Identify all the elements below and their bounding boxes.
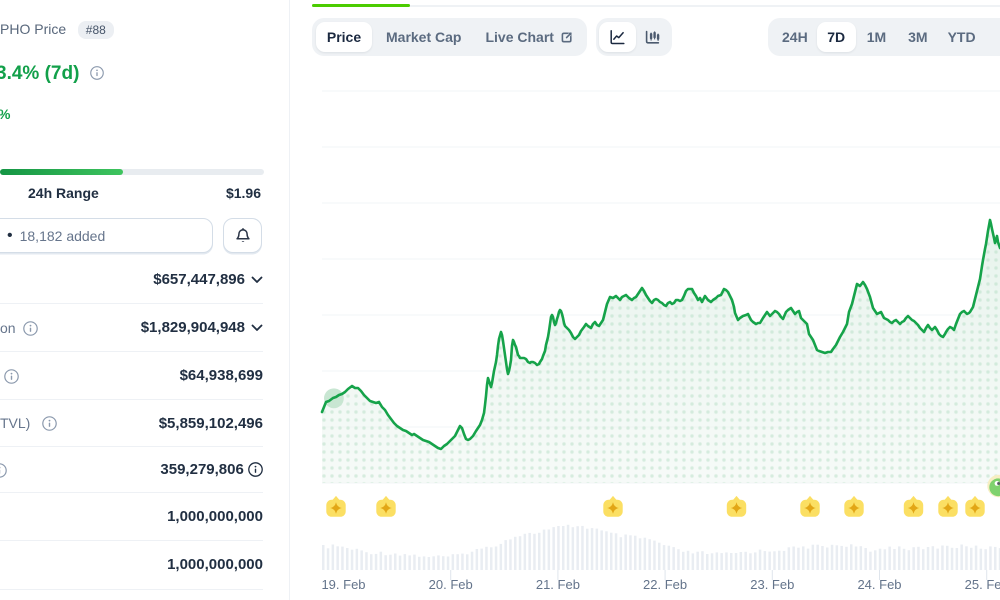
svg-text:22. Feb: 22. Feb — [643, 577, 687, 592]
svg-text:21. Feb: 21. Feb — [536, 577, 580, 592]
svg-text:25. Feb: 25. Feb — [965, 577, 1000, 592]
svg-text:23. Feb: 23. Feb — [750, 577, 794, 592]
svg-text:20. Feb: 20. Feb — [429, 577, 473, 592]
svg-text:19. Feb: 19. Feb — [321, 577, 365, 592]
svg-text:24. Feb: 24. Feb — [857, 577, 901, 592]
